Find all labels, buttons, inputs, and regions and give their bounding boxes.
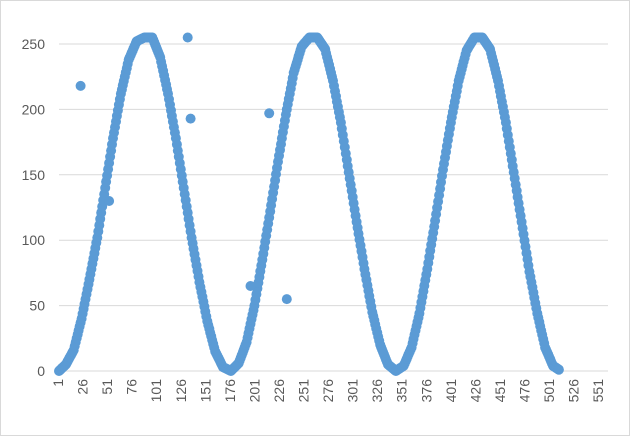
x-tick-label: 201 (246, 379, 262, 403)
data-points (54, 32, 564, 376)
x-tick-label: 151 (197, 379, 213, 403)
x-tick-label: 476 (517, 379, 533, 403)
x-tick-label: 376 (418, 379, 434, 403)
x-tick-label: 301 (345, 379, 361, 403)
x-tick-label: 276 (320, 379, 336, 403)
data-point-outlier (185, 113, 196, 124)
x-tick-label: 351 (394, 379, 410, 403)
x-tick-label: 526 (566, 379, 582, 403)
x-tick-label: 76 (124, 379, 140, 395)
x-tick-label: 251 (296, 379, 312, 403)
x-tick-label: 226 (271, 379, 287, 403)
x-axis-tick-labels: 1 26 51 76 101 126 151 176 201 226 251 276 301 326 351… (50, 379, 606, 403)
y-tick-label: 50 (29, 298, 45, 314)
y-tick-label: 200 (22, 101, 46, 117)
data-point-outlier (264, 108, 275, 119)
x-tick-label: 501 (541, 379, 557, 403)
x-tick-label: 426 (467, 379, 483, 403)
data-point-outlier (75, 80, 86, 91)
x-tick-label: 51 (99, 379, 115, 395)
x-tick-label: 551 (590, 379, 606, 403)
y-tick-label: 100 (22, 232, 46, 248)
y-tick-label: 250 (22, 36, 46, 52)
x-tick-label: 101 (148, 379, 164, 403)
y-tick-label: 0 (37, 363, 45, 379)
y-axis-tick-labels: 0 50 100 150 200 250 (22, 36, 46, 379)
x-tick-label: 401 (443, 379, 459, 403)
data-point-outlier (245, 281, 256, 291)
data-point-outlier (182, 32, 193, 43)
x-tick-label: 126 (173, 379, 189, 403)
x-tick-label: 451 (492, 379, 508, 403)
x-tick-label: 326 (369, 379, 385, 403)
x-tick-label: 176 (222, 379, 238, 403)
x-tick-label: 26 (75, 379, 91, 395)
x-tick-label: 1 (50, 379, 66, 387)
data-point-outlier (281, 294, 292, 305)
data-point-outlier (104, 196, 115, 206)
y-tick-label: 150 (22, 167, 46, 183)
data-point (553, 364, 564, 375)
